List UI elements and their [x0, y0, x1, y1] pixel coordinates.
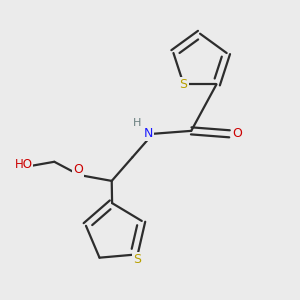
Text: S: S	[133, 253, 141, 266]
Text: H: H	[133, 118, 141, 128]
Text: N: N	[144, 127, 153, 140]
Text: HO: HO	[14, 158, 32, 171]
Text: S: S	[180, 78, 188, 91]
Text: O: O	[73, 163, 83, 176]
Text: O: O	[232, 127, 242, 140]
